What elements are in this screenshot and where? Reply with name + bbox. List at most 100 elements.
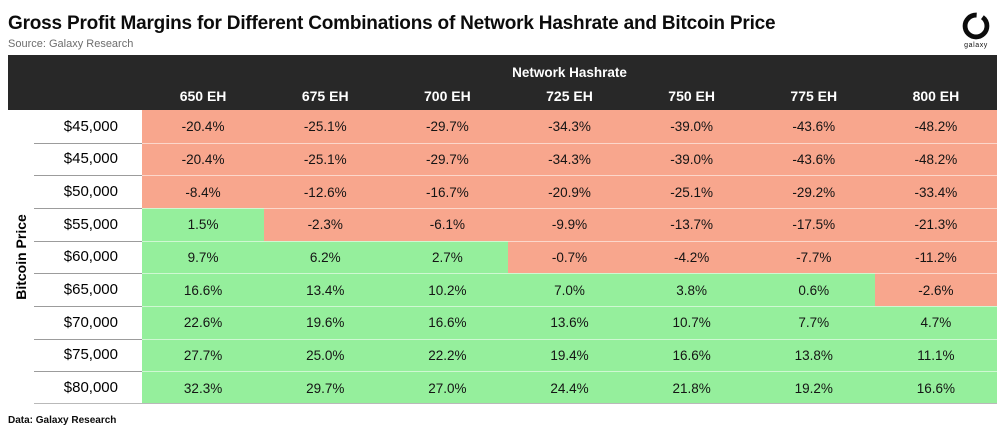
column-header: 750 EH — [668, 88, 715, 104]
margin-cell: 7.7% — [752, 305, 875, 339]
row-group-label: Bitcoin Price — [13, 214, 29, 300]
margin-cell: 21.8% — [630, 371, 753, 404]
margin-cell: 2.7% — [386, 240, 509, 274]
table-row: $55,000 1.5% -2.3% -6.1% -9.9% -13.7% -17.5% -2… — [8, 207, 997, 241]
galaxy-ring-icon — [962, 12, 990, 40]
column-headers-row: 650 EH 675 EH 700 EH 725 EH 750 EH 775 EH 800 … — [142, 85, 997, 110]
row-header-price: $70,000 — [8, 305, 142, 339]
margin-cell: -48.2% — [874, 110, 997, 143]
row-header-price: $60,000 — [8, 240, 142, 274]
margin-cell: -39.0% — [630, 142, 753, 176]
margin-cell: -13.7% — [630, 207, 753, 241]
row-header-price: $65,000 — [8, 273, 142, 306]
margin-cell: 11.1% — [874, 338, 997, 372]
margin-cell: 32.3% — [142, 371, 265, 404]
margin-cell: -8.4% — [142, 175, 265, 208]
table-corner — [8, 55, 142, 110]
table-row: $45,000 -20.4% -25.1% -29.7% -34.3% -39.0% -43… — [8, 110, 997, 143]
margin-cell: 13.4% — [264, 273, 387, 306]
margin-cell: -0.7% — [508, 240, 631, 274]
margin-cell: -48.2% — [874, 142, 997, 176]
margin-cell: 13.8% — [752, 338, 875, 372]
table-header-band: Network Hashrate 650 EH 675 EH 700 EH 725 E… — [8, 55, 997, 110]
table-row: $75,000 27.7% 25.0% 22.2% 19.4% 16.6% 13.8% 11.… — [8, 338, 997, 372]
column-header: 800 EH — [912, 88, 960, 104]
column-header: 725 EH — [546, 88, 593, 104]
margin-cell: 13.6% — [508, 305, 631, 339]
row-header-price: $80,000 — [8, 371, 142, 404]
margin-cell: 24.4% — [508, 371, 631, 404]
margin-cell: 16.6% — [874, 371, 997, 404]
table-header-columns: Network Hashrate 650 EH 675 EH 700 EH 725 E… — [142, 55, 997, 110]
margin-cell: -33.4% — [874, 175, 997, 208]
galaxy-logo: galaxy — [955, 10, 997, 49]
margin-cell: 1.5% — [142, 207, 265, 241]
data-caption: Data: Galaxy Research — [8, 414, 117, 426]
margin-cell: 25.0% — [264, 338, 387, 372]
column-header: 675 EH — [301, 88, 349, 104]
margin-cell: 19.6% — [264, 305, 387, 339]
margin-cell: 3.8% — [630, 273, 753, 306]
table-row: $80,000 32.3% 29.7% 27.0% 24.4% 21.8% 19.2% 16.… — [8, 371, 997, 404]
margin-cell: 22.2% — [386, 338, 509, 372]
table-row: $65,000 16.6% 13.4% 10.2% 7.0% 3.8% 0.6% -2.6% — [8, 273, 997, 306]
margin-cell: -16.7% — [386, 175, 509, 208]
table-row: $70,000 22.6% 19.6% 16.6% 13.6% 10.7% 7.7% 4.7% — [8, 305, 997, 339]
table-row: $50,000 -8.4% -12.6% -16.7% -20.9% -25.1% -29.… — [8, 175, 997, 208]
margins-heatmap-table: Network Hashrate 650 EH 675 EH 700 EH 725 E… — [8, 55, 997, 404]
margin-cell: -34.3% — [508, 110, 631, 143]
margin-cell: 19.4% — [508, 338, 631, 372]
margin-cell: -7.7% — [752, 240, 875, 274]
row-header-price: $45,000 — [8, 142, 142, 176]
margin-cell: -2.3% — [264, 207, 387, 241]
row-header-price: $50,000 — [8, 175, 142, 208]
row-header-price: $45,000 — [8, 110, 142, 143]
margin-cell: -20.9% — [508, 175, 631, 208]
margin-cell: -39.0% — [630, 110, 753, 143]
margin-cell: 10.7% — [630, 305, 753, 339]
margin-cell: 9.7% — [142, 240, 265, 274]
column-header: 650 EH — [179, 88, 227, 104]
margin-cell: -20.4% — [142, 110, 265, 143]
table-row: $45,000 -20.4% -25.1% -29.7% -34.3% -39.0% -43… — [8, 142, 997, 176]
margin-cell: 16.6% — [142, 273, 265, 306]
header-text: Gross Profit Margins for Different Combi… — [8, 10, 776, 50]
margin-cell: 10.2% — [386, 273, 509, 306]
margin-cell: -29.7% — [386, 142, 509, 176]
margin-cell: -9.9% — [508, 207, 631, 241]
row-header-price: $55,000 — [8, 207, 142, 241]
margin-cell: -34.3% — [508, 142, 631, 176]
margin-cell: -6.1% — [386, 207, 509, 241]
margin-cell: 27.0% — [386, 371, 509, 404]
margin-cell: 6.2% — [264, 240, 387, 274]
margin-cell: -2.6% — [874, 273, 997, 306]
table-body: Bitcoin Price $45,000 -20.4% -25.1% -29.7% -… — [8, 110, 997, 404]
margin-cell: -25.1% — [264, 110, 387, 143]
margin-cell: 22.6% — [142, 305, 265, 339]
margin-cell: 16.6% — [386, 305, 509, 339]
margin-cell: 16.6% — [630, 338, 753, 372]
margin-cell: -17.5% — [752, 207, 875, 241]
row-header-price: $75,000 — [8, 338, 142, 372]
column-header: 700 EH — [424, 88, 471, 104]
report-header: Gross Profit Margins for Different Combi… — [0, 0, 1007, 55]
margin-cell: -43.6% — [752, 110, 875, 143]
margin-cell: -25.1% — [630, 175, 753, 208]
margin-cell: 4.7% — [874, 305, 997, 339]
margin-cell: 29.7% — [264, 371, 387, 404]
margin-cell: 7.0% — [508, 273, 631, 306]
source-note: Source: Galaxy Research — [8, 38, 134, 50]
margin-cell: -12.6% — [264, 175, 387, 208]
column-header: 775 EH — [790, 88, 838, 104]
margin-cell: -43.6% — [752, 142, 875, 176]
galaxy-logo-text: galaxy — [964, 42, 988, 49]
margin-cell: 27.7% — [142, 338, 265, 372]
margin-cell: -21.3% — [874, 207, 997, 241]
margin-cell: -29.7% — [386, 110, 509, 143]
column-group-label: Network Hashrate — [512, 65, 627, 80]
margin-cell: 0.6% — [752, 273, 875, 306]
margin-cell: -25.1% — [264, 142, 387, 176]
margin-cell: 19.2% — [752, 371, 875, 404]
margin-cell: -4.2% — [630, 240, 753, 274]
